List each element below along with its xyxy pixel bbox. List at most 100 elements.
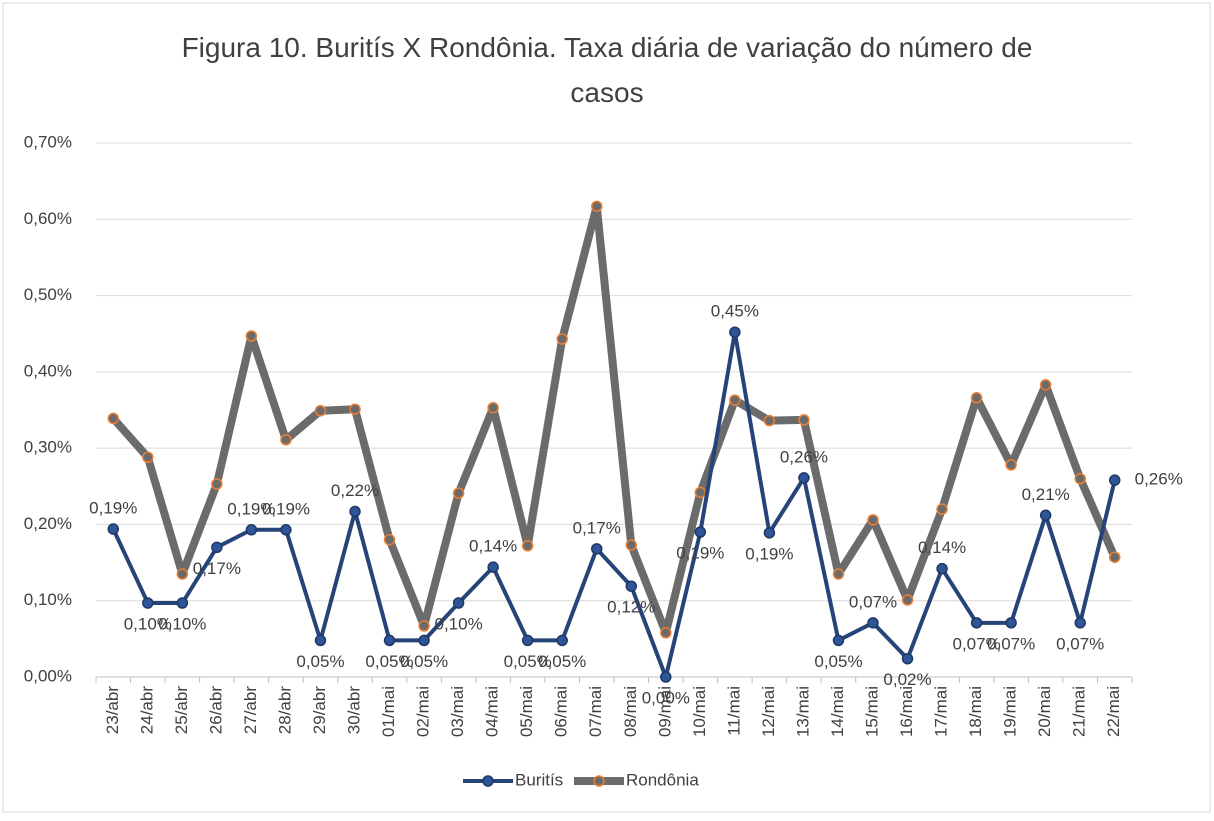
x-tick-label: 08/mai xyxy=(621,686,640,737)
x-tick-label: 06/mai xyxy=(552,686,571,737)
point-marker xyxy=(1074,472,1086,485)
y-tick-label: 0,30% xyxy=(24,438,72,457)
x-tick-label: 20/mai xyxy=(1035,686,1054,737)
point-marker xyxy=(798,472,810,484)
y-tick-label: 0,20% xyxy=(24,514,72,533)
x-tick-label: 09/mai xyxy=(655,686,674,737)
data-label: 0,05% xyxy=(814,652,862,671)
point-marker xyxy=(694,486,707,499)
data-label: 0,12% xyxy=(607,598,655,617)
point-marker xyxy=(1108,551,1121,563)
x-tick-label: 28/abr xyxy=(275,686,294,735)
point-marker xyxy=(556,333,568,345)
data-label: 0,02% xyxy=(883,670,931,689)
x-tick-label: 03/mai xyxy=(448,686,467,737)
point-marker xyxy=(798,414,810,426)
x-tick-label: 23/abr xyxy=(103,686,122,735)
point-marker xyxy=(349,505,361,518)
data-label: 0,19% xyxy=(745,544,793,563)
point-marker xyxy=(832,634,845,647)
data-label: 0,19% xyxy=(262,499,310,518)
point-marker xyxy=(1074,617,1086,629)
data-label: 0,00% xyxy=(642,688,690,707)
data-label: 0,05% xyxy=(296,652,344,671)
data-label: 0,14% xyxy=(469,537,517,556)
series-line xyxy=(110,202,1119,637)
point-marker xyxy=(142,597,154,609)
data-label: 0,07% xyxy=(952,634,1000,653)
point-marker xyxy=(729,394,741,406)
point-marker xyxy=(556,634,568,647)
x-tick-label: 12/mai xyxy=(759,686,778,737)
point-marker xyxy=(901,594,914,606)
x-tick-label: 25/abr xyxy=(172,686,191,735)
point-marker xyxy=(936,562,948,575)
point-marker xyxy=(867,617,879,629)
point-marker xyxy=(970,617,983,629)
data-label: 0,19% xyxy=(227,499,275,518)
series-line xyxy=(111,330,1117,679)
data-label: 0,10% xyxy=(124,614,172,633)
data-label: 0,26% xyxy=(780,447,828,466)
point-marker xyxy=(418,634,430,647)
point-marker xyxy=(418,620,430,632)
point-marker xyxy=(521,540,534,552)
point-marker xyxy=(176,568,189,580)
data-label: 0,17% xyxy=(573,518,621,537)
point-marker xyxy=(107,523,120,535)
x-tick-label: 11/mai xyxy=(724,686,743,736)
x-tick-label: 18/mai xyxy=(966,686,985,737)
point-marker xyxy=(314,634,327,647)
point-marker xyxy=(142,451,154,464)
y-tick-label: 0,70% xyxy=(24,132,72,151)
point-marker xyxy=(452,487,465,499)
point-marker xyxy=(383,634,396,647)
data-label: 0,07% xyxy=(1056,634,1104,653)
x-tick-label: 02/mai xyxy=(414,686,433,737)
data-label: 0,10% xyxy=(158,614,206,633)
legend-label: Buritís xyxy=(515,770,563,789)
data-label: 0,14% xyxy=(918,538,966,557)
data-label: 0,19% xyxy=(89,498,137,517)
x-tick-label: 26/abr xyxy=(206,686,225,735)
point-marker xyxy=(936,503,948,515)
point-marker xyxy=(487,401,499,414)
x-tick-label: 21/mai xyxy=(1070,686,1089,737)
point-marker xyxy=(349,403,361,415)
x-tick-label: 05/mai xyxy=(517,686,536,737)
title-group: Figura 10. Buritís X Rondônia. Taxa diár… xyxy=(182,32,1033,108)
point-marker xyxy=(245,330,258,342)
point-marker xyxy=(867,514,879,526)
legend: Buritís Rondônia xyxy=(463,770,699,789)
x-tick-label: 16/mai xyxy=(897,686,916,737)
point-marker xyxy=(729,326,741,338)
point-marker xyxy=(383,533,396,546)
point-marker xyxy=(590,200,603,213)
point-marker xyxy=(211,541,223,554)
y-tick-label: 0,00% xyxy=(24,666,72,685)
x-tick-label: 17/mai xyxy=(932,686,951,737)
x-tick-label: 27/abr xyxy=(241,686,260,735)
point-marker xyxy=(280,434,292,446)
x-tick-label: 15/mai xyxy=(862,686,881,737)
point-marker xyxy=(763,527,776,539)
point-marker xyxy=(521,634,534,647)
y-tick-label: 0,10% xyxy=(24,590,72,609)
data-label: 0,05% xyxy=(504,652,552,671)
data-label: 0,26% xyxy=(1135,470,1183,489)
data-label: 0,05% xyxy=(365,652,413,671)
point-marker xyxy=(1005,459,1017,471)
data-label: 0,07% xyxy=(987,634,1035,653)
data-label: 0,21% xyxy=(1022,485,1070,504)
point-marker xyxy=(314,405,327,417)
chart-title: Figura 10. Buritís X Rondônia. Taxa diár… xyxy=(182,32,1033,108)
x-tick-label: 22/mai xyxy=(1104,686,1123,737)
point-marker xyxy=(1039,379,1052,391)
point-marker xyxy=(1108,474,1121,486)
y-tick-label: 0,50% xyxy=(24,285,72,304)
data-label: 0,10% xyxy=(434,614,482,633)
x-tick-label: 14/mai xyxy=(828,686,847,737)
point-marker xyxy=(245,524,258,536)
point-marker xyxy=(901,652,914,665)
